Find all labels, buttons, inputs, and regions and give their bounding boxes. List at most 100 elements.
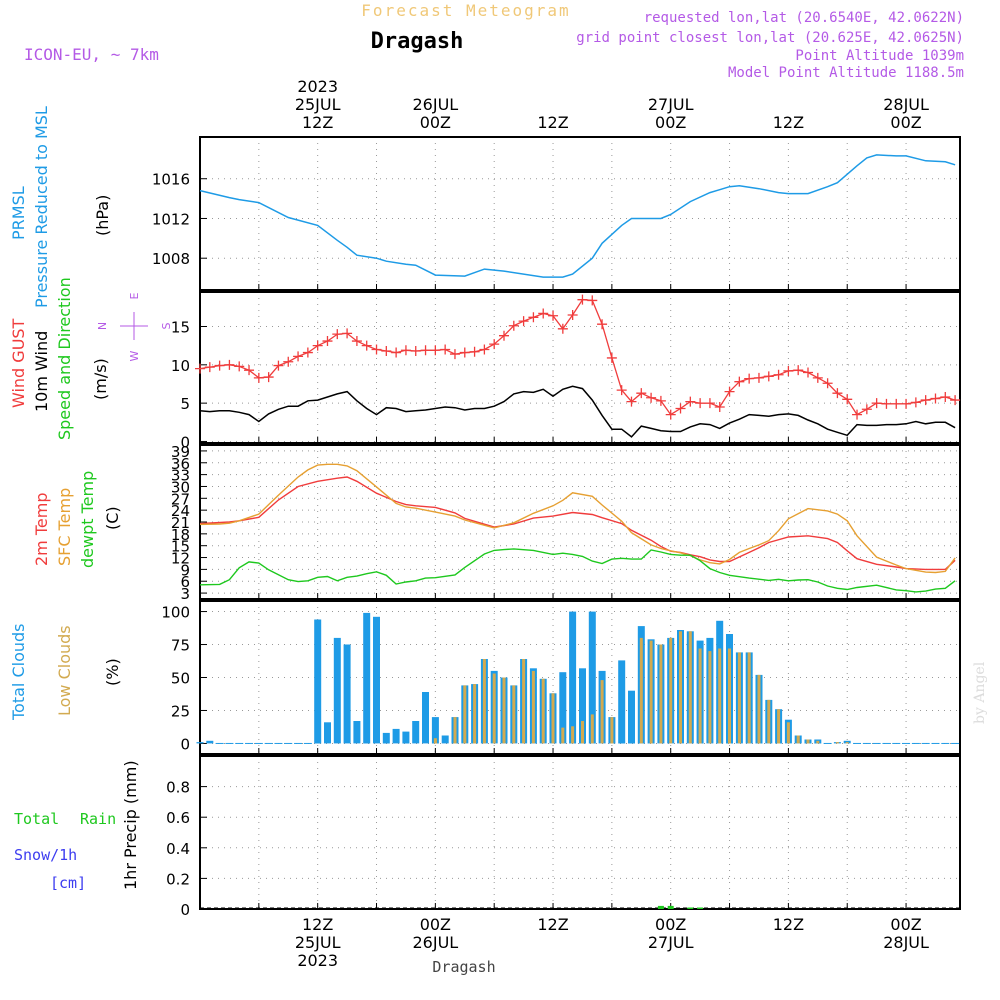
wind-compass: N W E S: [96, 292, 173, 361]
top-time-label: 12Z: [773, 113, 804, 132]
total-clouds-bar: [392, 728, 400, 744]
low-clouds-bar: [786, 722, 790, 744]
total-clouds-bar: [422, 692, 429, 744]
wind-gust-point: [430, 345, 441, 356]
total-clouds-bar: [373, 616, 380, 744]
clouds-ytick-label: 75: [171, 637, 190, 655]
wind-gust-point: [567, 309, 578, 320]
wind-direction-label: Speed and Direction: [55, 277, 74, 440]
total-clouds-bar: [618, 660, 626, 744]
wind-gust-point: [871, 398, 882, 409]
pressure-frame: [199, 136, 961, 291]
total-clouds-bar: [324, 722, 331, 744]
wind-gust-point: [312, 340, 323, 351]
pressure-label-unit: (hPa): [93, 195, 112, 236]
total-clouds-bar: [559, 672, 567, 744]
wind-gust-point: [400, 345, 411, 356]
pressure-ytick-label: 1012: [152, 210, 190, 228]
total-clouds-bar: [333, 637, 341, 744]
bottom-time-label: 26JUL: [413, 933, 459, 952]
wind-gust-point: [469, 346, 480, 357]
wind-gust-point: [950, 395, 961, 406]
wind-gust-point: [420, 345, 431, 356]
wind-gust-point: [724, 386, 735, 397]
precip-ytick-label: 0: [180, 901, 190, 919]
clouds-ytick-label: 25: [171, 702, 190, 720]
wind-gust-point: [910, 397, 921, 408]
wind-gust-point: [597, 319, 608, 330]
top-time-label: 00Z: [655, 113, 686, 132]
wind-gust-point: [930, 393, 941, 404]
temp-panel-labels: 2m Temp SFC Temp dewpt Temp (C): [32, 471, 122, 568]
bottom-time-label: 25JUL: [295, 933, 341, 952]
wind-gust-point: [891, 398, 902, 409]
low-clouds-bar: [581, 721, 584, 744]
wind-gust-point: [293, 351, 304, 362]
temp-ytick-label: 9: [180, 561, 190, 579]
temp-ytick-label: 12: [171, 550, 190, 568]
wind-gust-point: [920, 395, 931, 406]
total-clouds-bar: [431, 717, 439, 744]
wind-gust-point: [881, 398, 892, 409]
wind-gust-point: [852, 409, 863, 420]
precip-ytick-label: 0.2: [166, 870, 190, 888]
wind-gust-point: [714, 401, 725, 412]
pressure-chart: 1008 1012 1016: [152, 136, 961, 291]
low-clouds-bar: [433, 738, 437, 744]
wind-gust-point: [793, 365, 804, 376]
temp-frame: [199, 444, 961, 600]
wind-gust-point: [861, 404, 872, 415]
wind-gust-point: [744, 373, 755, 384]
wind-gust-point: [351, 336, 362, 347]
top-time-label: 2023: [297, 77, 338, 96]
wind-panel-labels: Wind GUST 10m Wind Speed and Direction (…: [9, 277, 173, 440]
pressure-label-prmsl: PRMSL: [9, 186, 28, 240]
top-time-label: 28JUL: [883, 95, 929, 114]
low-clouds-bar: [835, 742, 839, 744]
low-clouds-bar: [590, 714, 594, 744]
wind-gust-point: [528, 312, 539, 323]
wind-gust-point: [587, 295, 598, 306]
low-clouds-bar: [463, 685, 467, 744]
wind-gust-point: [273, 360, 284, 371]
wind-gust-point: [538, 308, 549, 319]
total-clouds-bar: [569, 611, 577, 744]
sfc-temp-line: [199, 463, 956, 574]
wind-gust-point: [557, 323, 568, 334]
low-clouds-bar: [659, 644, 663, 744]
top-time-label: 25JUL: [295, 95, 341, 114]
temp-ytick-label: 3: [180, 585, 190, 603]
low-clouds-bar: [571, 726, 575, 744]
top-time-label: 27JUL: [648, 95, 694, 114]
low-clouds-bar: [473, 684, 477, 744]
total-clouds-bar: [412, 721, 420, 744]
low-clouds-bar: [737, 652, 741, 744]
low-clouds-bar: [679, 631, 682, 744]
wind-gust-point: [499, 330, 509, 341]
wind-gust-point: [704, 398, 715, 409]
low-clouds-bar: [639, 637, 643, 744]
bottom-time-label: 12Z: [773, 915, 804, 934]
low-clouds-bar: [747, 652, 751, 744]
low-clouds-bar: [551, 693, 555, 744]
dewpt-temp-line: [199, 548, 956, 593]
temp-ytick-label: 33: [171, 467, 190, 485]
low-clouds-bar: [777, 709, 781, 744]
temp-ytick-label: 18: [171, 526, 190, 544]
wind-gust-point: [655, 395, 666, 406]
low-clouds-bar: [728, 648, 731, 744]
wind-gust-point: [302, 347, 313, 358]
footer-location: Dragash: [432, 958, 495, 976]
wind-gust-point: [283, 356, 294, 367]
wind-gust-point: [734, 376, 745, 387]
precip-ytick-label: 0.6: [166, 809, 190, 827]
wind-gust-point: [381, 346, 392, 357]
low-clouds-bar: [845, 742, 849, 744]
wind-gust-point: [773, 369, 784, 380]
low-clouds-bar: [806, 739, 810, 744]
low-clouds-bar: [796, 735, 800, 744]
wind-gust-point: [244, 365, 255, 376]
low-clouds-bar: [610, 717, 614, 744]
sfc-temp-label: SFC Temp: [55, 488, 74, 566]
